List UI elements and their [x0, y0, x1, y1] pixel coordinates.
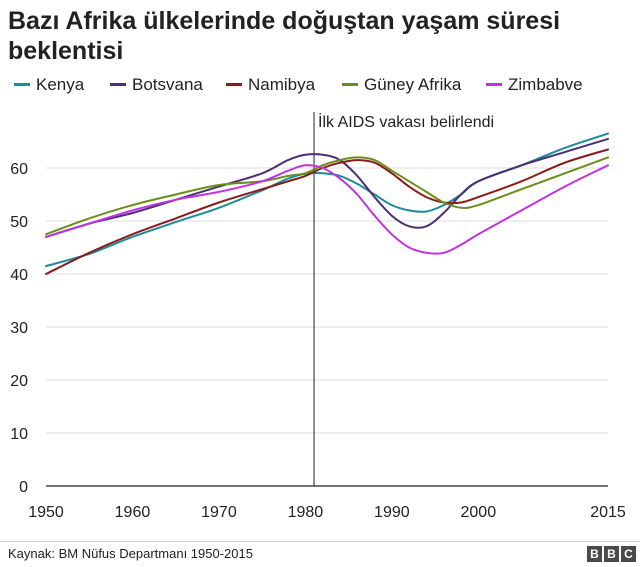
legend-label-guney-afrika: Güney Afrika: [364, 75, 462, 94]
legend-label-zimbabve: Zimbabve: [508, 75, 583, 94]
series-line-kenya: [45, 132, 609, 268]
legend-label-kenya: Kenya: [36, 75, 85, 94]
series-line-zimbabve: [45, 164, 609, 255]
legend-item-zimbabve: Zimbabve: [486, 74, 583, 96]
x-axis-ticks: 1950 1960 1970 1980 1990 2000 2015: [28, 504, 626, 521]
legend-swatch-kenya: [14, 83, 30, 87]
legend-swatch-botsvana: [110, 83, 126, 87]
bbc-logo-block-3: C: [621, 546, 636, 562]
y-tick-label: 60: [10, 161, 28, 178]
bbc-logo: B B C: [587, 546, 636, 562]
series-lines: [45, 132, 609, 275]
annotation-label: İlk AIDS vakası belirlendi: [318, 112, 494, 131]
footer-divider: [0, 541, 640, 542]
bbc-logo-block-1: B: [587, 546, 602, 562]
legend-label-namibya: Namibya: [248, 75, 316, 94]
bbc-logo-block-2: B: [604, 546, 619, 562]
x-tick-label: 2000: [461, 504, 497, 521]
y-tick-label: 0: [19, 479, 28, 496]
x-tick-label: 1950: [28, 504, 64, 521]
y-tick-label: 20: [10, 373, 28, 390]
x-tick-label: 1990: [374, 504, 410, 521]
legend-swatch-zimbabve: [486, 83, 502, 87]
x-tick-label: 1980: [288, 504, 324, 521]
x-tick-label: 1960: [115, 504, 151, 521]
x-tick-label: 2015: [590, 504, 626, 521]
series-line-botsvana: [45, 137, 609, 238]
series-line-guney-afrika: [45, 156, 609, 236]
y-tick-label: 40: [10, 267, 28, 284]
y-tick-label: 30: [10, 320, 28, 337]
legend-swatch-namibya: [226, 83, 242, 87]
chart-title: Bazı Afrika ülkelerinde doğuştan yaşam s…: [8, 7, 561, 65]
legend-swatch-guney-afrika: [342, 83, 358, 87]
grid-lines: [46, 167, 608, 487]
source-note: Kaynak: BM Nüfus Departmanı 1950-2015: [8, 546, 253, 561]
line-chart: 0 10 20 30 40 50 60 1950 1960 1970 1980 1990 2000 20…: [10, 112, 626, 521]
x-tick-label: 1970: [201, 504, 237, 521]
y-axis-ticks: 0 10 20 30 40 50 60: [10, 161, 28, 496]
legend-item-namibya: Namibya: [226, 74, 315, 96]
legend-label-botsvana: Botsvana: [132, 75, 203, 94]
y-tick-label: 50: [10, 214, 28, 231]
aids-annotation: İlk AIDS vakası belirlendi: [313, 112, 494, 486]
y-tick-label: 10: [10, 426, 28, 443]
legend-item-botsvana: Botsvana: [110, 74, 203, 96]
legend-item-guney-afrika: Güney Afrika: [342, 74, 461, 96]
series-line-namibya: [45, 148, 609, 275]
legend-item-kenya: Kenya: [14, 74, 84, 96]
